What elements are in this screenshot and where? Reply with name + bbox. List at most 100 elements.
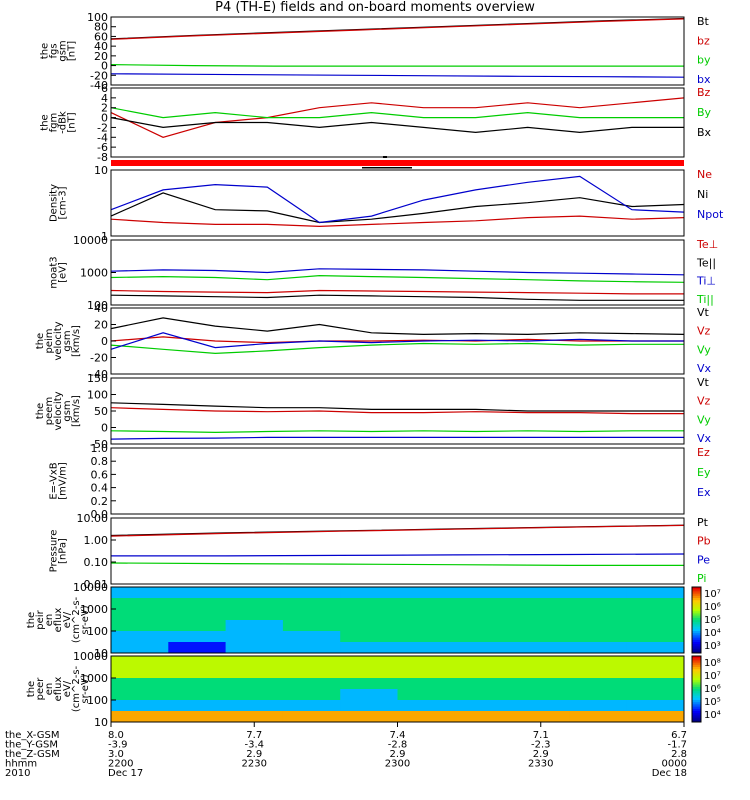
colorbar-segment [692,671,701,675]
y-axis-label: [eV] [58,262,69,283]
heatmap-cell [512,620,570,632]
y-axis-label: peir [35,609,46,629]
heatmap-cell [282,631,341,643]
heatmap-cell [282,678,341,690]
y-axis-label: Density [49,184,60,222]
heatmap-cell [454,689,513,701]
time-axis-value: -2.3 [531,740,551,751]
y-axis-label: eV/ [62,680,73,697]
colorbar-segment [692,604,701,608]
colorbar-segment [692,708,701,712]
heatmap-cell [282,609,341,621]
y-axis-label: en [44,683,55,696]
colorbar-segment [692,682,701,686]
heatmap-cell [512,711,570,723]
colorbar-segment [692,713,701,716]
heatmap-cell [111,656,169,668]
heatmap-cell [512,598,570,610]
y-tick-label: 1.0 [91,442,109,455]
series-line-vx [110,436,684,440]
legend-entry: Ti⊥ [696,275,716,288]
y-tick-label: 4 [101,92,108,105]
legend-entry: Bx [697,126,712,139]
heatmap-cell [569,667,628,679]
y-axis-label: [nT] [67,41,78,61]
colorbar-tick-label: 10⁵ [704,615,721,626]
series-line-bz [110,97,685,138]
colorbar-segment [692,660,701,664]
time-axis-value: Dec 17 [108,768,143,779]
legend-entry: Vy [697,343,711,356]
heatmap-cell [569,631,628,643]
y-axis-label: the [40,43,51,59]
time-axis-value: 2300 [385,759,410,770]
series-line-pb [110,524,685,537]
legend-entry: Vy [697,413,711,426]
heatmap-cell [340,656,398,668]
colorbar-segment [692,642,701,645]
heatmap-cell [397,620,456,632]
heatmap-cell [225,678,284,690]
y-tick-label: 0.10 [84,556,109,569]
heatmap-cell [454,678,513,690]
heatmap-cell [512,678,570,690]
time-axis-value: 7.4 [390,730,406,741]
heatmap-cell [168,642,227,654]
colorbar-tick-label: 10³ [704,641,721,652]
heatmap-cell [225,656,284,668]
legend-entry: Bz [697,86,711,99]
series-line-vt [110,317,685,336]
heatmap-cell [397,711,456,723]
colorbar-segment [692,678,701,681]
y-axis-label: E=-VxB [49,462,60,499]
heatmap-cell [168,689,227,701]
colorbar-segment [692,693,701,697]
heatmap-cell [397,689,456,701]
legend-entry: by [697,54,711,67]
colorbar-frame [691,655,702,723]
legend-entry: Ez [697,446,710,459]
heatmap-cell [340,598,398,610]
y-axis-label: (cm^2-s- [71,596,82,643]
heatmap-cell [569,656,628,668]
y-tick-label: 40 [94,40,108,53]
heatmap-cell [626,667,685,679]
y-axis-label: [nT] [67,112,78,132]
panel-frame [110,87,685,158]
y-axis-label: fgm [49,113,60,133]
series-line-bx [110,117,684,134]
time-axis-value: 2330 [528,759,553,770]
y-tick-label: 100 [87,11,108,24]
heatmap-cell [168,667,227,679]
y-tick-label: 20 [94,50,108,63]
y-tick-label: 1 [101,230,108,243]
heatmap-cell [340,587,398,599]
y-tick-label: 10000 [73,650,108,663]
y-tick-label: 60 [94,30,108,43]
y-tick-label: 0.0 [91,508,109,521]
heatmap-cell [168,631,227,643]
time-axis-value: 7.1 [533,730,549,741]
series-line-npot [110,175,685,224]
y-tick-label: -20 [90,69,108,82]
colorbar-segment [692,639,701,643]
panel-frame [110,239,685,306]
heatmap-cell [282,700,341,712]
heatmap-cell [512,587,570,599]
colorbar-segment [692,667,701,670]
y-axis-label: eflux [53,608,64,633]
legend-entry: bx [697,73,711,86]
heatmap-cell [569,587,628,599]
legend-entry: Bt [697,15,710,28]
legend-entry: Vx [697,432,712,445]
heatmap-cell [454,631,513,643]
time-axis-row-label: hhmm [5,759,37,770]
y-tick-label: 10 [94,716,108,729]
status-bar-marker [362,167,412,169]
y-axis-label: [km/s] [71,325,82,357]
colorbar-segment [692,719,701,723]
y-tick-label: 0 [101,112,108,125]
heatmap-cell [111,609,169,621]
heatmap-cell [282,598,341,610]
